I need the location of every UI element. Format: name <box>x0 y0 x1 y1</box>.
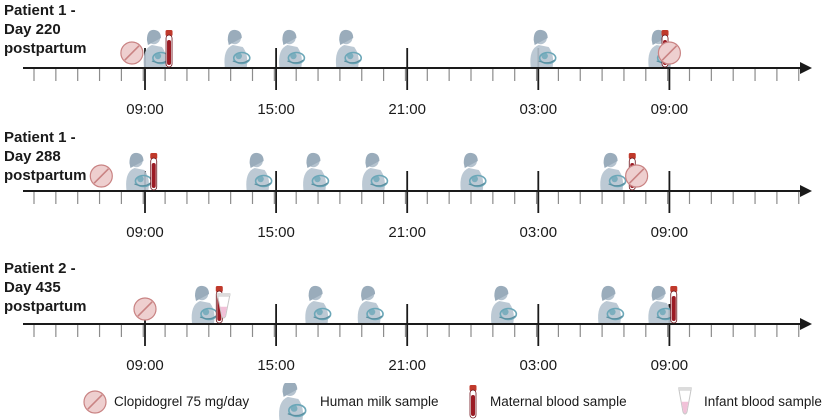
legend-item-infant-blood: Infant blood sample <box>672 383 822 420</box>
time-label: 09:00 <box>650 224 689 241</box>
breastfeeding-mother-icon <box>530 29 557 67</box>
timeline-2 <box>23 152 812 213</box>
breastfeeding-mother-icon <box>305 285 332 323</box>
time-label: 15:00 <box>257 101 295 118</box>
breastfeeding-mother-icon <box>126 152 153 190</box>
time-label: 21:00 <box>388 357 426 374</box>
time-label: 03:00 <box>519 101 558 118</box>
pill-icon <box>133 297 157 321</box>
time-label: 09:00 <box>650 101 689 118</box>
timelines-svg <box>23 29 812 346</box>
breastfeeding-mother-icon <box>279 29 306 67</box>
time-label: 09:00 <box>126 224 164 241</box>
breastfeeding-mother-icon <box>600 152 627 190</box>
time-label: 21:00 <box>388 101 426 118</box>
time-label: 15:00 <box>257 357 295 374</box>
breastfeeding-mother-icon <box>279 383 307 420</box>
blood-tube-icon <box>469 385 477 419</box>
blood-tube-icon <box>670 286 678 324</box>
breastfeeding-mother-icon <box>303 152 330 190</box>
legend-item-maternal-blood: Maternal blood sample <box>462 383 627 420</box>
breastfeeding-mother-icon <box>335 29 363 67</box>
time-label: 09:00 <box>126 357 164 374</box>
legend-item-milk: Human milk sample <box>270 383 439 420</box>
time-label: 03:00 <box>519 224 558 241</box>
time-label: 03:00 <box>519 357 558 374</box>
breastfeeding-mother-icon <box>224 29 251 67</box>
pill-icon <box>657 41 682 65</box>
microtube-icon <box>216 293 231 319</box>
blood-tube-icon <box>165 30 173 68</box>
breastfeeding-mother-icon <box>491 285 518 323</box>
breastfeeding-mother-icon <box>460 152 487 190</box>
legend: Clopidogrel 75 mg/day Human milk sample … <box>0 383 830 420</box>
breastfeeding-mother-icon <box>648 285 675 323</box>
breastfeeding-mother-icon <box>143 29 170 67</box>
timeline-3 <box>23 285 812 346</box>
legend-item-clopidogrel: Clopidogrel 75 mg/day <box>82 383 249 420</box>
breastfeeding-mother-icon <box>191 285 218 323</box>
breastfeeding-mother-icon <box>246 152 273 190</box>
blood-tube-icon <box>150 153 158 191</box>
axis-arrow-icon <box>800 318 812 330</box>
pill-icon <box>83 389 107 414</box>
breastfeeding-mother-icon <box>362 152 389 190</box>
time-label: 09:00 <box>126 101 164 118</box>
axis-arrow-icon <box>800 62 812 74</box>
time-label: 21:00 <box>388 224 426 241</box>
pill-icon <box>120 41 144 65</box>
breastfeeding-mother-icon <box>357 285 384 323</box>
panel-label-1: Patient 1 - Day 220 postpartum <box>4 2 87 57</box>
legend-label-infant-blood: Infant blood sample <box>704 394 822 409</box>
legend-label-maternal-blood: Maternal blood sample <box>490 394 627 409</box>
timeline-1 <box>23 29 812 90</box>
time-label: 15:00 <box>257 224 295 241</box>
panel-label-3: Patient 2 - Day 435 postpartum <box>4 260 87 315</box>
pill-icon <box>89 164 113 188</box>
breastfeeding-mother-icon <box>598 285 625 323</box>
legend-label-milk: Human milk sample <box>320 394 439 409</box>
axis-arrow-icon <box>800 185 812 197</box>
pill-icon <box>625 164 649 188</box>
panel-label-2: Patient 1 - Day 288 postpartum <box>4 129 87 184</box>
microtube-icon <box>678 387 692 415</box>
legend-label-clopidogrel: Clopidogrel 75 mg/day <box>114 394 250 409</box>
time-label: 09:00 <box>650 357 689 374</box>
